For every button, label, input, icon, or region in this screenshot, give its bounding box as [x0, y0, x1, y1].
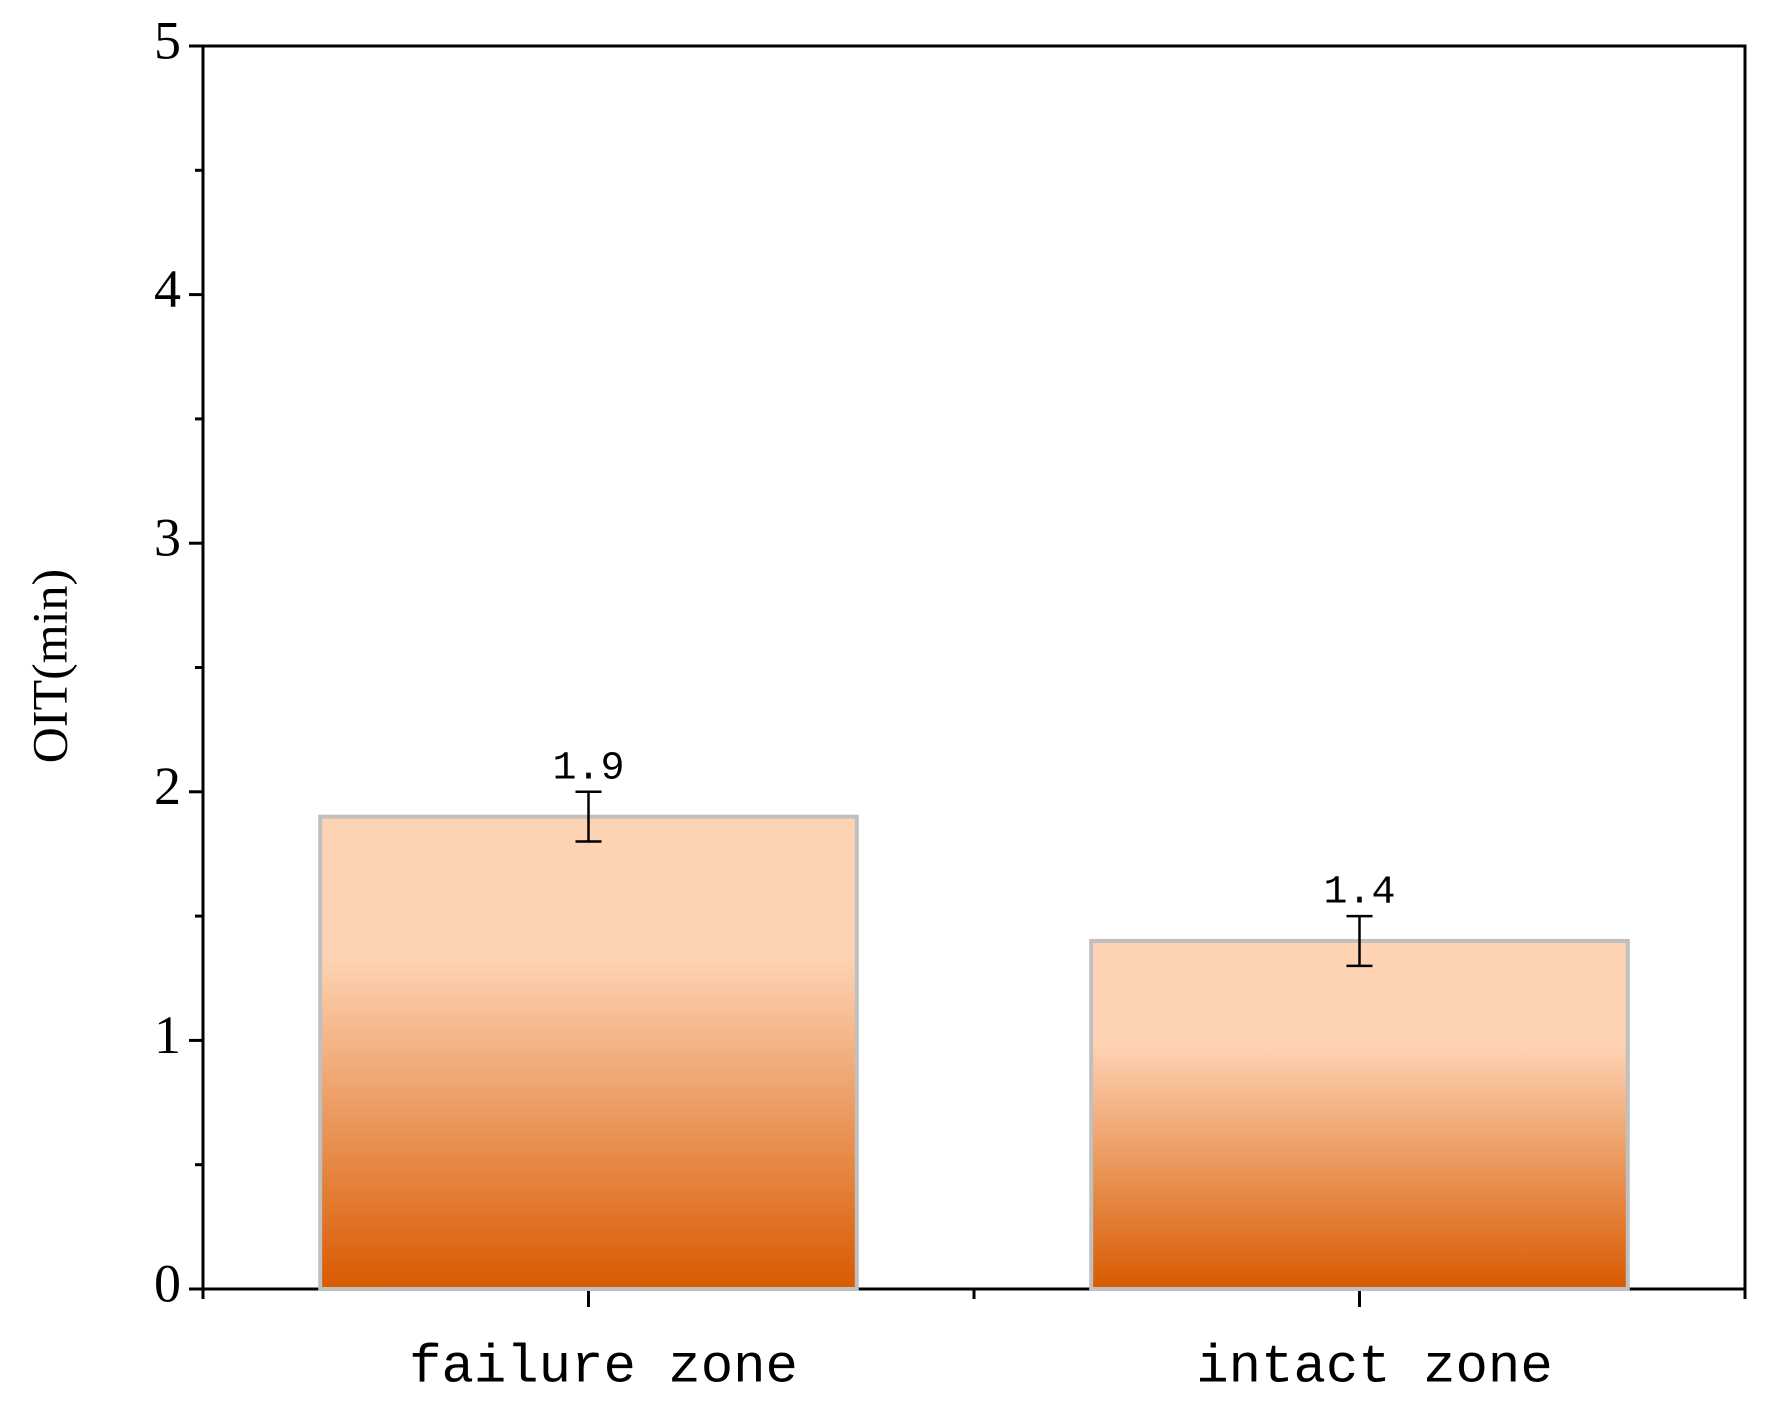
- y-tick-label: 3: [154, 508, 181, 568]
- error-bar: [575, 790, 602, 843]
- y-tick-label: 2: [154, 756, 181, 816]
- y-axis-label: OIT(min): [21, 569, 77, 763]
- error-bar: [1346, 914, 1373, 968]
- value-label: 1.9: [552, 746, 624, 791]
- y-tick-label: 0: [154, 1253, 181, 1313]
- y-tick-label: 4: [154, 259, 181, 319]
- x-tick-label: failure zone: [409, 1337, 798, 1398]
- value-label: 1.4: [1323, 871, 1395, 916]
- bar: [318, 814, 859, 1291]
- bar: [1089, 938, 1630, 1292]
- x-tick-label: intact zone: [1196, 1337, 1552, 1398]
- y-tick-label: 5: [154, 10, 181, 70]
- y-tick-label: 1: [154, 1005, 181, 1065]
